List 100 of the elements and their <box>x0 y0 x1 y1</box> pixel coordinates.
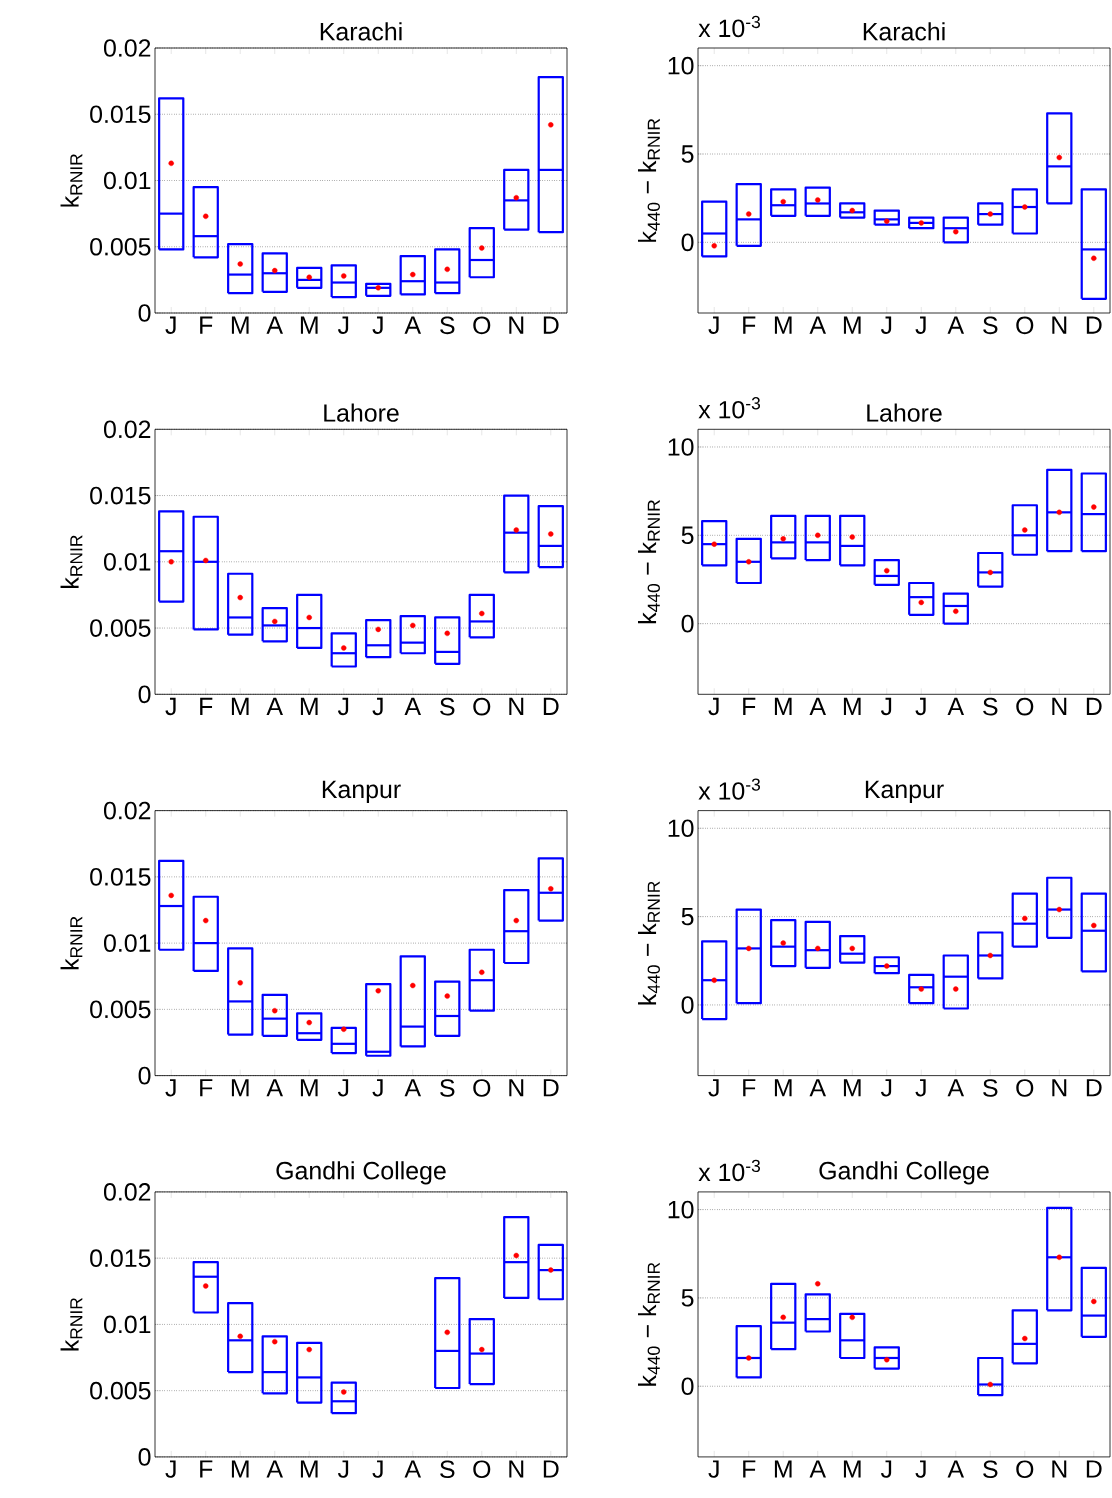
x-tick-label: M <box>774 316 792 334</box>
x-tick-label: A <box>404 697 422 715</box>
x-tick-label: D <box>1086 1079 1102 1097</box>
x-tick-label: O <box>1016 1079 1034 1097</box>
x-tick-label: J <box>708 316 719 334</box>
text: x 10$^{-3}$ <box>698 1159 761 1182</box>
x-tick-label: M <box>843 1079 861 1097</box>
chart-title: Gandhi College <box>276 1161 446 1185</box>
x-tick-label: J <box>915 316 926 334</box>
y-tick-label: 0.02 <box>103 1183 151 1201</box>
x-tick-label: S <box>440 316 455 335</box>
y-tick-label: 0.01 <box>103 552 151 571</box>
x-tick-label: A <box>266 316 283 334</box>
chart-title: Lahore <box>324 403 399 422</box>
x-tick-label: M <box>231 316 249 334</box>
y-tick-label: 5 <box>681 145 694 163</box>
y-axis-title: k$_{RNIR}$ <box>60 154 83 207</box>
x-tick-label: F <box>200 316 213 334</box>
x-tick-label: M <box>231 697 249 715</box>
x-tick-label: A <box>947 1079 965 1097</box>
x-tick-label: D <box>543 1079 559 1097</box>
y-axis-title: k$_{RNIR}$ <box>60 916 83 970</box>
x-tick-label: J <box>165 1460 176 1478</box>
chart-title: Karachi <box>863 22 945 41</box>
x-tick-label: J <box>915 697 926 716</box>
x-tick-label: O <box>1016 697 1034 716</box>
y-axis-title: k$_{440}$ − k$_{RNIR}$ <box>638 1262 660 1386</box>
x-tick-label: A <box>809 697 826 715</box>
x-tick-label: J <box>708 697 719 716</box>
y-tick-label: 0.005 <box>90 619 151 637</box>
x-tick-label: D <box>543 1460 559 1478</box>
x-tick-label: A <box>266 1460 283 1478</box>
x-tick-label: S <box>983 316 998 335</box>
x-tick-label: J <box>708 1079 719 1097</box>
x-tick-label: N <box>509 1079 524 1097</box>
y-tick-label: 0 <box>681 1377 694 1396</box>
x-tick-label: A <box>809 316 826 334</box>
x-tick-label: M <box>300 1460 318 1478</box>
x-tick-label: J <box>165 316 176 334</box>
y-axis-title: k$_{RNIR}$ <box>60 1297 83 1351</box>
x-tick-label: A <box>404 1079 422 1097</box>
x-tick-label: J <box>880 1460 892 1478</box>
y-tick-label: 0.015 <box>90 868 151 886</box>
y-tick-label: 0.02 <box>103 39 151 57</box>
x-tick-label: M <box>843 1460 861 1478</box>
y-tick-label: 5 <box>681 907 694 926</box>
text: x 10$^{-3}$ <box>698 397 761 419</box>
y-tick-label: 5 <box>681 1289 694 1307</box>
x-tick-label: M <box>300 697 318 715</box>
x-tick-label: J <box>708 1460 719 1478</box>
x-tick-label: J <box>372 1079 383 1097</box>
y-tick-label: 10 <box>668 1200 694 1219</box>
y-tick-label: 0.02 <box>103 420 151 439</box>
y-tick-label: 0.015 <box>90 486 151 505</box>
x-tick-label: M <box>843 316 861 334</box>
x-tick-label: M <box>843 697 861 715</box>
x-tick-label: M <box>774 1460 792 1478</box>
x-tick-label: F <box>743 697 756 715</box>
x-tick-label: J <box>337 697 349 716</box>
x-tick-label: A <box>266 1079 283 1097</box>
x-tick-label: N <box>1052 1460 1067 1478</box>
x-tick-label: J <box>337 1460 349 1478</box>
x-tick-label: D <box>543 316 559 334</box>
y-tick-label: 0 <box>681 996 694 1014</box>
x-tick-label: N <box>509 697 524 715</box>
x-tick-label: D <box>1086 316 1102 334</box>
y-tick-label: 0.01 <box>103 934 151 952</box>
y-tick-label: 0 <box>138 685 151 704</box>
x-tick-label: J <box>915 1460 926 1478</box>
x-tick-label: J <box>372 316 383 334</box>
y-axis-title: k$_{440}$ − k$_{RNIR}$ <box>638 881 660 1005</box>
x-tick-label: F <box>743 1079 756 1097</box>
x-tick-label: J <box>880 697 892 716</box>
x-tick-label: A <box>809 1460 826 1478</box>
chart-title: Kanpur <box>865 780 944 804</box>
x-tick-label: D <box>1086 1460 1102 1478</box>
x-tick-label: A <box>404 1460 422 1478</box>
x-tick-label: M <box>774 1079 792 1097</box>
x-tick-label: J <box>337 1079 349 1097</box>
y-tick-label: 0.005 <box>90 1000 151 1019</box>
x-tick-label: J <box>915 1079 926 1097</box>
x-tick-label: M <box>300 1079 318 1097</box>
y-tick-label: 0.01 <box>103 1315 151 1334</box>
x-tick-label: J <box>880 1079 892 1097</box>
x-tick-label: M <box>231 1079 249 1097</box>
x-tick-label: F <box>200 697 213 715</box>
y-axis-title: k$_{440}$ − k$_{RNIR}$ <box>638 500 660 624</box>
y-tick-label: 10 <box>668 438 694 456</box>
x-tick-label: N <box>509 1460 524 1478</box>
x-tick-label: O <box>1016 316 1034 335</box>
y-tick-label: 0.015 <box>90 105 151 124</box>
y-tick-label: 0.015 <box>90 1249 151 1267</box>
x-tick-label: S <box>440 1460 455 1479</box>
x-tick-label: S <box>983 1460 998 1479</box>
chart-title: Karachi <box>320 22 402 41</box>
x-tick-label: J <box>372 697 383 716</box>
y-tick-label: 0.005 <box>90 237 151 256</box>
x-tick-label: A <box>947 1460 965 1478</box>
x-tick-label: J <box>880 316 892 334</box>
x-tick-label: D <box>1086 697 1102 715</box>
